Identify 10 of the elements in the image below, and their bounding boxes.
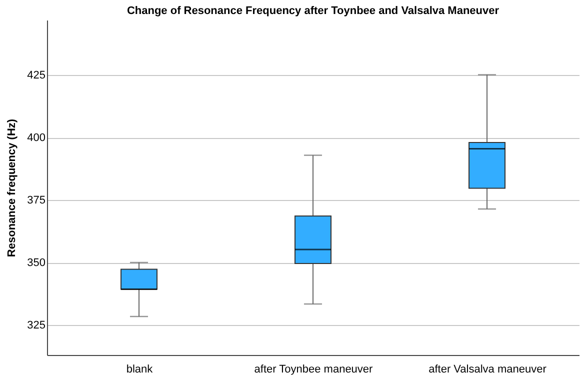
y-axis-title: Resonance frequency (Hz) [6, 118, 18, 258]
y-tick-label: 325 [27, 320, 46, 332]
x-tick-label: after Valsalva maneuver [428, 364, 547, 376]
x-tick-label: after Toynbee maneuver [254, 364, 374, 376]
chart-title: Change of Resonance Frequency after Toynbee and Valsalva Maneuver [126, 5, 500, 17]
x-tick-label: blank [126, 364, 154, 376]
y-tick-label: 400 [27, 132, 46, 144]
y-tick-label: 350 [27, 257, 46, 269]
y-tick-label: 425 [27, 70, 46, 82]
y-tick-label: 375 [27, 194, 46, 206]
